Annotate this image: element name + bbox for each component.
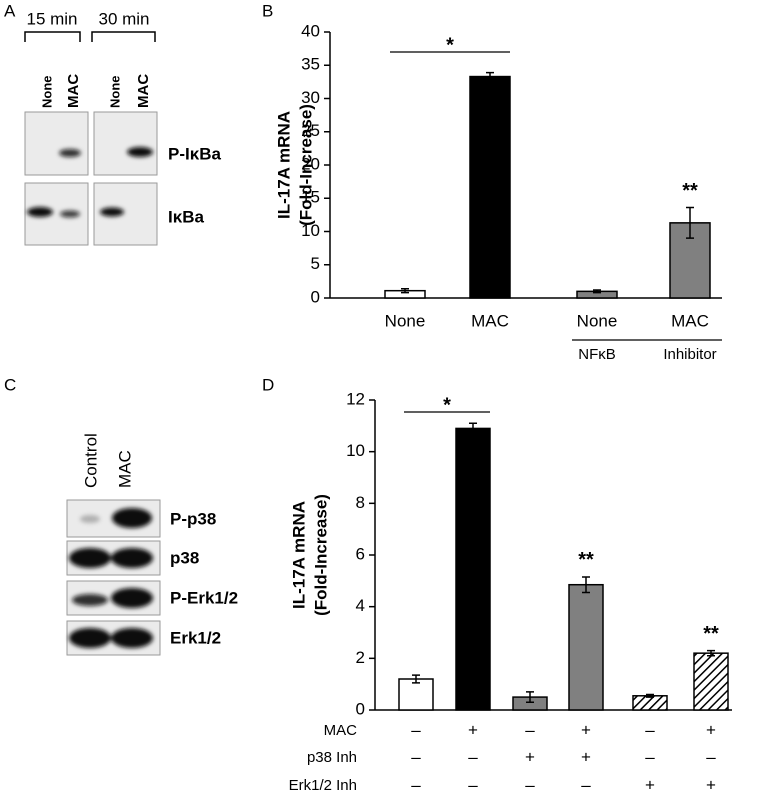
y-tick-label: 40 [301,21,320,40]
y-axis-title: IL-17A mRNA [274,111,293,219]
row-label: Erk1/2 [170,628,221,647]
panel-label: D [262,375,274,394]
lane-label: None [107,76,122,109]
bar [398,678,434,711]
lane-label: Control [81,433,100,488]
condition-sign: + [468,720,478,739]
y-axis-title: (Fold-Increase) [311,494,330,616]
error-bar [526,691,534,703]
lane-label: MAC [115,450,134,488]
row-label: P-Erk1/2 [170,588,238,607]
bar [693,652,729,711]
significance-label: * [443,394,451,416]
lane-label: MAC [135,74,152,108]
time-label: 30 min [98,9,149,28]
y-tick-label: 25 [301,121,320,140]
row-label: IκBa [168,207,204,226]
bands [27,147,153,218]
bar [455,427,491,711]
y-tick-label: 0 [311,287,320,306]
y-axis-title: (Fold-Increase) [296,104,315,226]
error-bar [646,693,654,698]
bar [568,583,604,711]
condition-sign: – [645,747,655,766]
condition-sign: – [411,720,421,739]
bar [632,695,668,711]
lane-label: MAC [65,74,82,108]
significance-label: ** [578,549,594,571]
time-label: 15 min [26,9,77,28]
x-tick-label: None [577,311,618,330]
row-label: p38 [170,548,199,567]
condition-sign: + [706,720,716,739]
condition-sign: + [581,747,591,766]
group-label: NFκB [578,346,616,363]
error-bar [686,206,694,239]
y-axis-title: IL-17A mRNA [289,501,308,609]
y-tick-label: 30 [301,88,320,107]
panel-label: C [4,375,16,394]
y-tick-label: 5 [311,254,320,273]
significance-label: * [446,34,454,56]
y-tick-label: 35 [301,55,320,74]
condition-sign: – [411,747,421,766]
y-tick-label: 10 [346,441,365,460]
y-tick-label: 8 [356,493,365,512]
condition-sign: – [706,747,716,766]
condition-label: Erk1/2 Inh [289,777,357,794]
y-tick-label: 2 [356,648,365,667]
x-tick-label: MAC [671,311,709,330]
error-bar [412,674,420,684]
error-bar [707,649,715,657]
condition-label: p38 Inh [307,749,357,766]
y-tick-label: 15 [301,188,320,207]
row-label: P-p38 [170,509,216,528]
condition-sign: + [706,775,716,794]
row-label: P-IκBa [168,144,221,163]
group-label: Inhibitor [663,346,716,363]
condition-sign: + [581,720,591,739]
bracket [24,31,156,42]
condition-sign: + [645,775,655,794]
condition-sign: – [581,775,591,794]
bar [469,75,511,299]
blot [93,111,158,176]
y-tick-label: 20 [301,154,320,173]
error-bar [582,576,590,594]
condition-sign: – [468,775,478,794]
bands [69,508,153,648]
condition-sign: – [525,720,535,739]
significance-label: ** [682,180,698,202]
condition-sign: – [468,747,478,766]
condition-sign: – [645,720,655,739]
y-tick-label: 6 [356,544,365,563]
error-bar [486,71,494,82]
condition-sign: – [411,775,421,794]
y-tick-label: 12 [346,389,365,408]
y-tick-label: 0 [356,699,365,718]
error-bar [401,287,409,294]
condition-sign: + [525,747,535,766]
x-tick-label: None [385,311,426,330]
panel-label: A [4,1,16,20]
lane-label: None [39,76,54,109]
x-tick-label: MAC [471,311,509,330]
significance-label: ** [703,623,719,645]
error-bar [469,422,477,435]
y-tick-label: 4 [356,596,365,615]
y-tick-label: 10 [301,221,320,240]
error-bar [593,289,601,294]
panel-label: B [262,1,273,20]
condition-sign: – [525,775,535,794]
blot [24,111,89,176]
condition-label: MAC [324,722,358,739]
